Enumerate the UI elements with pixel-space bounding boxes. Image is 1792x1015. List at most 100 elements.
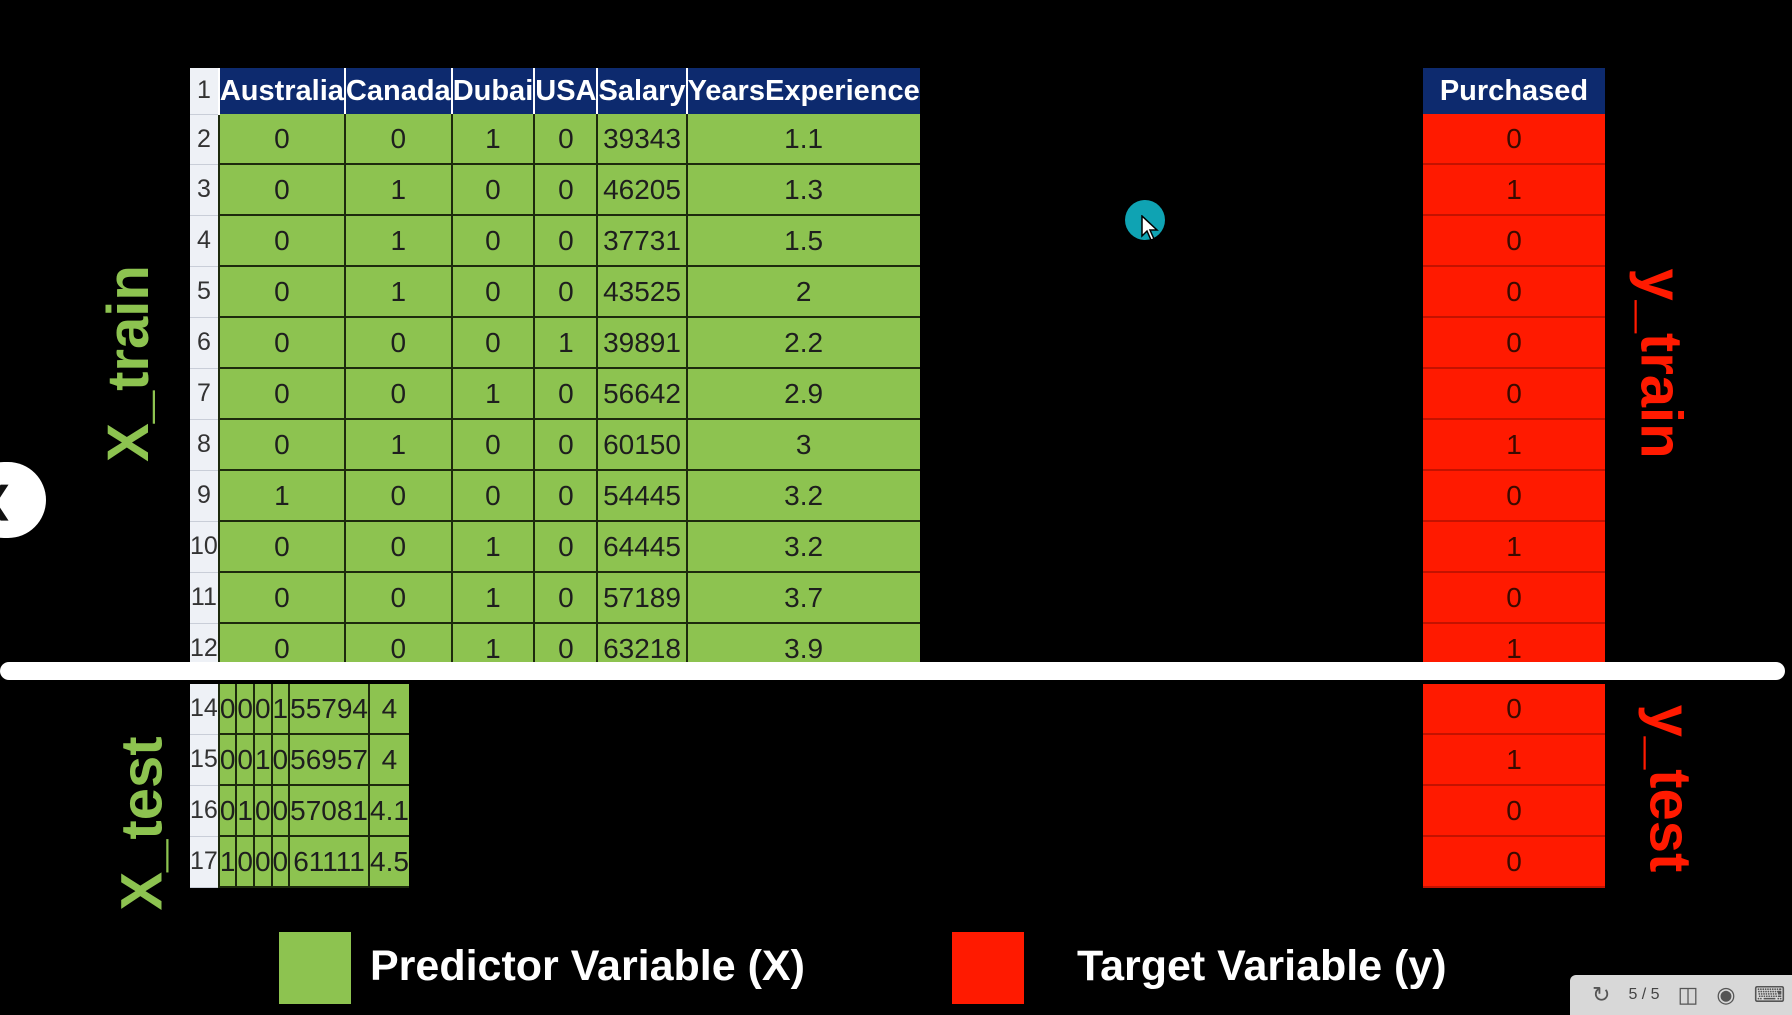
broadcast-icon[interactable]: ◉ (1716, 982, 1736, 1007)
table-cell: 0 (217, 317, 345, 369)
table-cell: 55794 (288, 684, 369, 735)
table-cell: 64445 (596, 521, 687, 573)
table-row: 7 0 0 1 0 56642 2.9 (190, 368, 920, 420)
table-row: 1 (1423, 419, 1605, 471)
table-cell: 0 (252, 684, 272, 735)
table-cell: 0 (252, 836, 272, 888)
table-cell: 60150 (596, 419, 687, 471)
table-cell: 0 (217, 215, 345, 267)
table-row: 9 1 0 0 0 54445 3.2 (190, 470, 920, 522)
table-row: 1 (1423, 521, 1605, 573)
mouse-pointer-icon (1141, 215, 1159, 241)
table-row: 0 (1423, 114, 1605, 165)
row-number: 7 (190, 368, 219, 420)
table-cell: 0 (217, 266, 345, 318)
target-cell: 1 (1423, 419, 1605, 471)
keyboard-icon[interactable]: ⌨ (1753, 982, 1786, 1007)
x-test-label: X_test (109, 736, 175, 911)
chevron-left-icon: ❮ (0, 482, 14, 518)
table-cell: 1 (217, 836, 237, 888)
table-row: 0 (1423, 470, 1605, 522)
target-cell: 1 (1423, 734, 1605, 786)
table-cell: 1 (252, 734, 272, 786)
table-cell: 0 (343, 368, 452, 420)
table-cell: 0 (533, 572, 598, 624)
table-row: 8 0 1 0 0 60150 3 (190, 419, 920, 471)
table-cell: 1.3 (685, 164, 920, 216)
row-number: 15 (190, 734, 219, 786)
table-row: 0 (1423, 368, 1605, 420)
table-cell: 0 (235, 734, 254, 786)
table-cell: 3.2 (685, 470, 920, 522)
table-cell: 1 (270, 684, 290, 735)
table-cell: 0 (450, 470, 535, 522)
table-cell: 0 (343, 470, 452, 522)
table-cell: 0 (217, 114, 345, 165)
table-cell: 0 (235, 684, 254, 735)
table-cell: 0 (235, 836, 254, 888)
target-cell: 0 (1423, 785, 1605, 837)
table-row: 2 0 0 1 0 39343 1.1 (190, 114, 920, 165)
table-cell: 1 (533, 317, 598, 369)
table-cell: 4.5 (368, 836, 409, 888)
column-header: Salary (596, 68, 687, 114)
table-cell: 0 (533, 164, 598, 216)
table-row: 11 0 0 1 0 57189 3.7 (190, 572, 920, 624)
predictor-swatch (279, 932, 351, 1004)
row-number: 17 (190, 836, 219, 888)
rotate-icon[interactable]: ↻ (1592, 982, 1611, 1007)
table-cell: 0 (533, 215, 598, 267)
page-indicator: 5 / 5 (1628, 986, 1660, 1003)
table-row: 4 0 1 0 0 37731 1.5 (190, 215, 920, 267)
table-cell: 57081 (288, 785, 369, 837)
table-cell: 0 (217, 684, 237, 735)
table-cell: 43525 (596, 266, 687, 318)
x-test-rows: 14 0 0 0 1 55794 4 15 0 0 1 0 56957 4 16 0 1 0 0 57081 4.1 17… (190, 684, 409, 888)
table-cell: 3 (685, 419, 920, 471)
table-row: 0 (1423, 836, 1605, 888)
table-cell: 56642 (596, 368, 687, 420)
table-cell: 0 (343, 114, 452, 165)
back-button[interactable]: ❮ (0, 462, 46, 538)
predictor-test-table: 14 0 0 0 1 55794 4 15 0 0 1 0 56957 4 16 0 1 0 0 57081 4.1 17… (190, 684, 409, 888)
column-header: Dubai (450, 68, 535, 114)
window-icon[interactable]: ◫ (1677, 982, 1699, 1007)
table-cell: 37731 (596, 215, 687, 267)
target-cell: 0 (1423, 368, 1605, 420)
table-row: 0 (1423, 215, 1605, 267)
target-header-row: Purchased (1423, 68, 1605, 114)
table-cell: 1 (235, 785, 254, 837)
row-number: 1 (190, 68, 219, 115)
table-cell: 57189 (596, 572, 687, 624)
table-cell: 0 (217, 368, 345, 420)
table-cell: 0 (450, 317, 535, 369)
table-row: 15 0 0 1 0 56957 4 (190, 734, 409, 786)
row-number: 9 (190, 470, 219, 522)
table-cell: 0 (343, 572, 452, 624)
table-cell: 0 (533, 470, 598, 522)
predictor-table: 1 Australia Canada Dubai USA Salary Year… (190, 68, 920, 675)
target-cell: 0 (1423, 836, 1605, 888)
table-cell: 0 (450, 419, 535, 471)
table-cell: 1 (217, 470, 345, 522)
table-cell: 56957 (288, 734, 369, 786)
table-cell: 61111 (288, 836, 369, 888)
column-header: Australia (217, 68, 345, 114)
table-row: 3 0 1 0 0 46205 1.3 (190, 164, 920, 216)
table-cell: 1 (343, 215, 452, 267)
table-cell: 0 (533, 368, 598, 420)
table-row: 1 (1423, 734, 1605, 786)
table-cell: 1 (343, 266, 452, 318)
table-row: 0 (1423, 317, 1605, 369)
column-header: YearsExperience (685, 68, 920, 114)
table-cell: 0 (252, 785, 272, 837)
table-cell: 4 (368, 684, 409, 735)
table-cell: 54445 (596, 470, 687, 522)
table-row: 6 0 0 0 1 39891 2.2 (190, 317, 920, 369)
table-cell: 4.1 (368, 785, 409, 837)
table-cell: 0 (450, 266, 535, 318)
table-cell: 39891 (596, 317, 687, 369)
